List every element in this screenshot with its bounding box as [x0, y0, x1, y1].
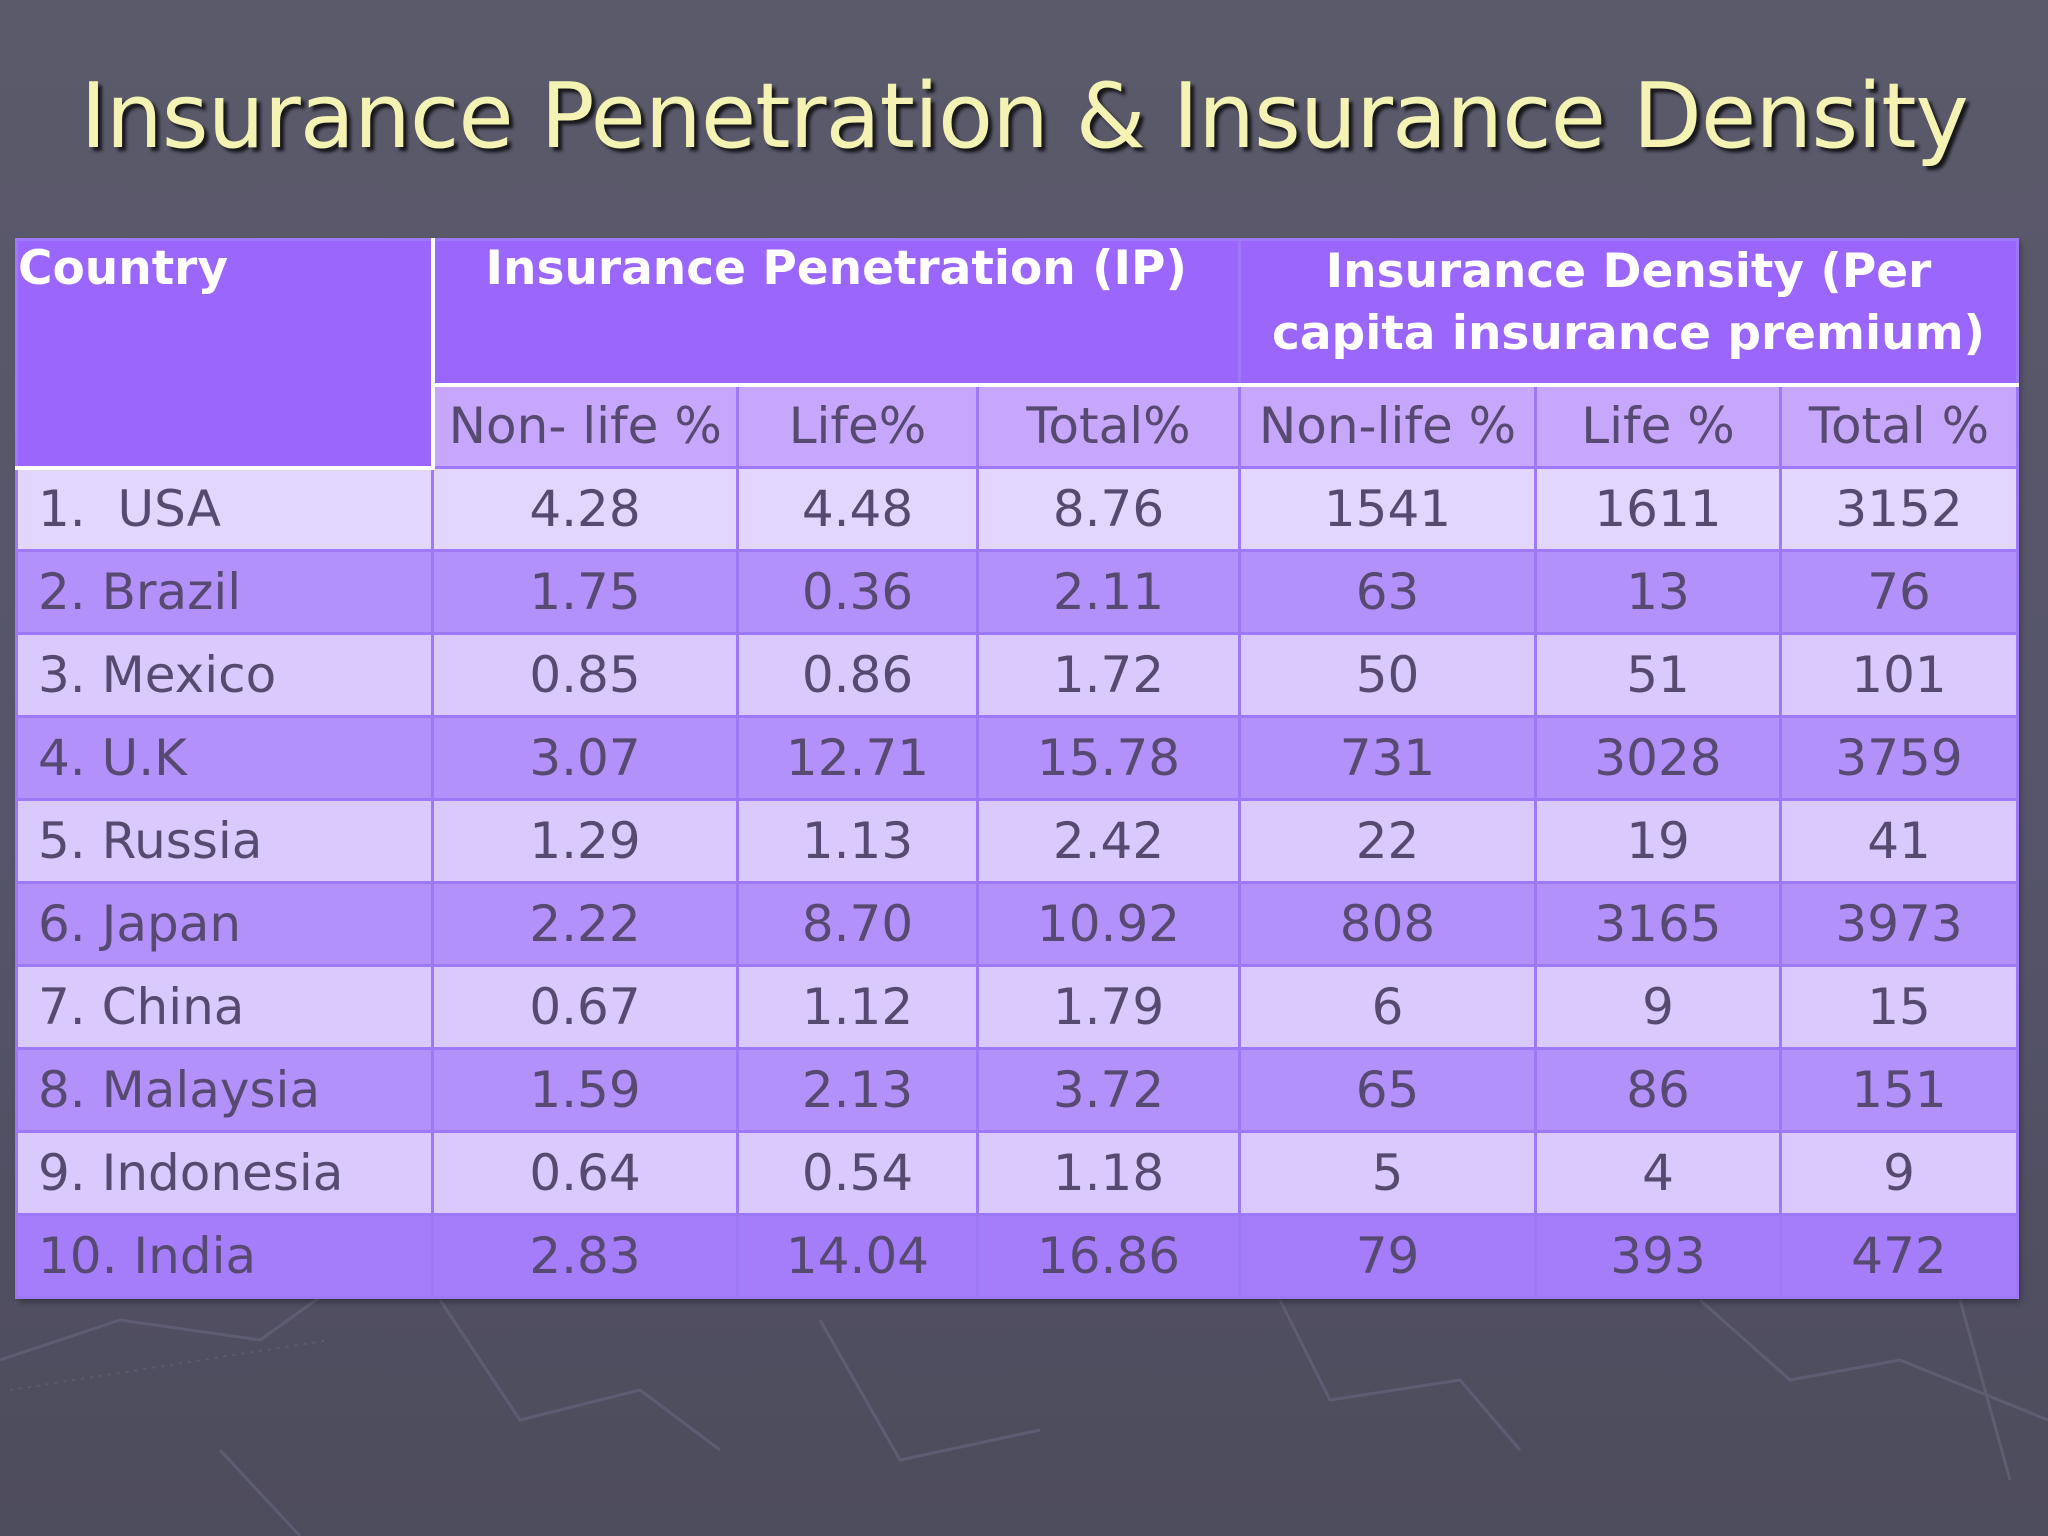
id-life-cell: 1611: [1534, 466, 1782, 552]
country-cell: 8. Malaysia: [15, 1047, 434, 1133]
id-nonlife-cell: 22: [1238, 798, 1537, 884]
id-total-cell: 472: [1778, 1213, 2020, 1299]
id-total-cell: 41: [1778, 798, 2020, 884]
id-life-cell: 86: [1534, 1047, 1782, 1133]
ip-life-cell: 1.12: [736, 964, 979, 1050]
ip-nonlife-cell: 0.64: [431, 1130, 739, 1216]
id-total-cell: 3973: [1778, 881, 2020, 967]
id-total-cell: 151: [1778, 1047, 2020, 1133]
country-cell: 7. China: [15, 964, 434, 1050]
id-total-cell: 15: [1778, 964, 2020, 1050]
subheader-id-life: Life %: [1534, 383, 1782, 469]
ip-life-cell: 1.13: [736, 798, 979, 884]
country-cell: 3. Mexico: [15, 632, 434, 718]
insurance-penetration-header: Insurance Penetration (IP): [431, 238, 1241, 387]
table-row: 3. Mexico 0.85 0.86 1.72 50 51 101: [15, 632, 2020, 718]
ip-total-cell: 1.72: [976, 632, 1241, 718]
id-nonlife-cell: 50: [1238, 632, 1537, 718]
table-row: 9. Indonesia 0.64 0.54 1.18 5 4 9: [15, 1130, 2020, 1216]
id-nonlife-cell: 65: [1238, 1047, 1537, 1133]
table-row: 4. U.K 3.07 12.71 15.78 731 3028 3759: [15, 715, 2020, 801]
insurance-density-header: Insurance Density (Per capita insurance …: [1237, 238, 2020, 387]
id-total-cell: 9: [1778, 1130, 2020, 1216]
id-total-cell: 3759: [1778, 715, 2020, 801]
ip-nonlife-cell: 0.85: [431, 632, 739, 718]
id-nonlife-cell: 1541: [1238, 466, 1537, 552]
country-cell: 10. India: [15, 1213, 434, 1299]
ip-life-cell: 12.71: [736, 715, 979, 801]
id-total-cell: 101: [1778, 632, 2020, 718]
ip-life-cell: 2.13: [736, 1047, 979, 1133]
table-row: 7. China 0.67 1.12 1.79 6 9 15: [15, 964, 2020, 1050]
table-row: 10. India 2.83 14.04 16.86 79 393 472: [15, 1213, 2020, 1299]
id-total-cell: 3152: [1778, 466, 2020, 552]
ip-nonlife-cell: 0.67: [431, 964, 739, 1050]
insurance-table: Country Insurance Penetration (IP) Insur…: [15, 238, 2020, 1299]
country-cell: 6. Japan: [15, 881, 434, 967]
table-header-row: Country Insurance Penetration (IP) Insur…: [15, 238, 2020, 470]
ip-life-cell: 0.54: [736, 1130, 979, 1216]
country-cell: 1. USA: [15, 466, 434, 552]
insurance-density-header-line1: Insurance Density (Per: [1325, 244, 1932, 299]
id-nonlife-cell: 5: [1238, 1130, 1537, 1216]
id-life-cell: 19: [1534, 798, 1782, 884]
ip-total-cell: 8.76: [976, 466, 1241, 552]
id-nonlife-cell: 808: [1238, 881, 1537, 967]
table-subheader-row: Non- life % Life% Total% Non-life % Life…: [17, 383, 2020, 469]
ip-life-cell: 0.86: [736, 632, 979, 718]
id-life-cell: 51: [1534, 632, 1782, 718]
table-row: 2. Brazil 1.75 0.36 2.11 63 13 76: [15, 549, 2020, 635]
id-life-cell: 4: [1534, 1130, 1782, 1216]
ip-total-cell: 1.18: [976, 1130, 1241, 1216]
table-row: 6. Japan 2.22 8.70 10.92 808 3165 3973: [15, 881, 2020, 967]
id-life-cell: 9: [1534, 964, 1782, 1050]
country-header: Country: [15, 238, 435, 470]
ip-total-cell: 15.78: [976, 715, 1241, 801]
ip-nonlife-cell: 2.22: [431, 881, 739, 967]
ip-total-cell: 2.42: [976, 798, 1241, 884]
country-cell: 4. U.K: [15, 715, 434, 801]
insurance-table-container: Country Insurance Penetration (IP) Insur…: [15, 238, 2020, 1299]
country-cell: 2. Brazil: [15, 549, 434, 635]
subheader-ip-total: Total%: [976, 383, 1241, 469]
table-row: 8. Malaysia 1.59 2.13 3.72 65 86 151: [15, 1047, 2020, 1133]
id-life-cell: 3165: [1534, 881, 1782, 967]
subheader-ip-life: Life%: [736, 383, 979, 469]
table-row: 1. USA 4.28 4.48 8.76 1541 1611 3152: [15, 466, 2020, 552]
ip-life-cell: 8.70: [736, 881, 979, 967]
ip-life-cell: 0.36: [736, 549, 979, 635]
id-nonlife-cell: 6: [1238, 964, 1537, 1050]
country-cell: 9. Indonesia: [15, 1130, 434, 1216]
ip-total-cell: 16.86: [976, 1213, 1241, 1299]
id-nonlife-cell: 63: [1238, 549, 1537, 635]
table-row: 5. Russia 1.29 1.13 2.42 22 19 41: [15, 798, 2020, 884]
insurance-density-header-line2: capita insurance premium): [1271, 306, 1986, 361]
id-total-cell: 76: [1778, 549, 2020, 635]
ip-nonlife-cell: 2.83: [431, 1213, 739, 1299]
subheader-id-total: Total %: [1778, 383, 2020, 469]
ip-nonlife-cell: 1.59: [431, 1047, 739, 1133]
subheader-ip-nonlife: Non- life %: [430, 383, 739, 469]
ip-nonlife-cell: 3.07: [431, 715, 739, 801]
ip-life-cell: 14.04: [736, 1213, 979, 1299]
slide-title: Insurance Penetration & Insurance Densit…: [80, 64, 1969, 169]
ip-life-cell: 4.48: [736, 466, 979, 552]
ip-total-cell: 2.11: [976, 549, 1241, 635]
ip-nonlife-cell: 1.29: [431, 798, 739, 884]
id-life-cell: 393: [1534, 1213, 1782, 1299]
ip-nonlife-cell: 1.75: [431, 549, 739, 635]
ip-total-cell: 3.72: [976, 1047, 1241, 1133]
ip-total-cell: 10.92: [976, 881, 1241, 967]
id-life-cell: 13: [1534, 549, 1782, 635]
id-nonlife-cell: 79: [1238, 1213, 1537, 1299]
country-cell: 5. Russia: [15, 798, 434, 884]
id-life-cell: 3028: [1534, 715, 1782, 801]
id-nonlife-cell: 731: [1238, 715, 1537, 801]
subheader-id-nonlife: Non-life %: [1238, 383, 1537, 469]
ip-nonlife-cell: 4.28: [431, 466, 739, 552]
ip-total-cell: 1.79: [976, 964, 1241, 1050]
